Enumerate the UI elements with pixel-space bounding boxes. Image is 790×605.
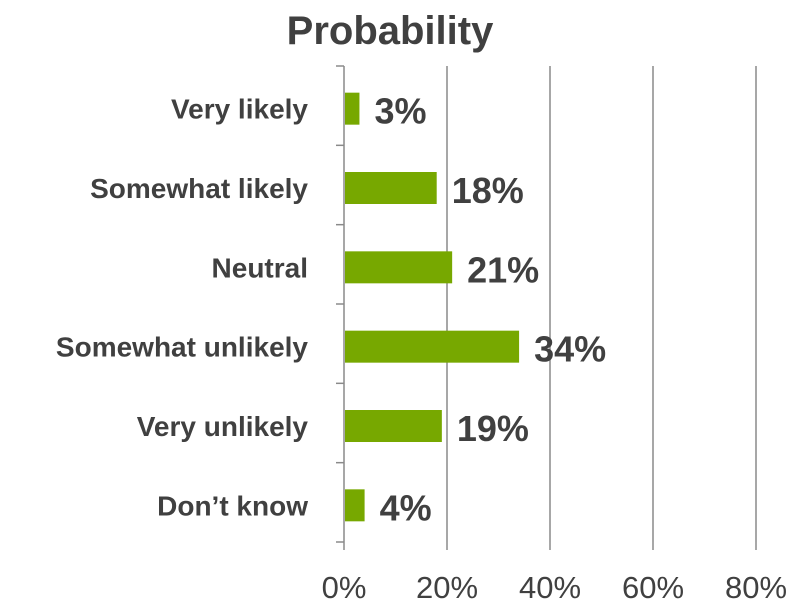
bar-very-unlikely xyxy=(345,410,442,442)
bar-somewhat-likely xyxy=(345,172,437,204)
x-tick-label: 80% xyxy=(725,570,787,605)
x-tick-label: 40% xyxy=(519,570,581,605)
data-label: 34% xyxy=(534,329,606,370)
x-tick-label: 20% xyxy=(416,570,478,605)
x-tick-label: 60% xyxy=(622,570,684,605)
bar-somewhat-unlikely xyxy=(345,330,520,363)
category-label: Somewhat unlikely xyxy=(56,332,308,363)
category-label: Neutral xyxy=(212,252,308,283)
data-label: 18% xyxy=(452,170,524,211)
category-label: Very likely xyxy=(171,94,308,125)
category-label: Somewhat likely xyxy=(90,173,308,204)
data-label: 3% xyxy=(374,91,426,132)
category-label: Don’t know xyxy=(157,490,308,521)
data-label: 21% xyxy=(467,249,539,290)
bar-don-t-know xyxy=(345,489,365,522)
bar-neutral xyxy=(345,251,453,284)
chart-title: Probability xyxy=(287,9,494,53)
x-tick-label: 0% xyxy=(322,570,367,605)
bar-very-likely xyxy=(345,92,360,125)
data-label: 19% xyxy=(457,408,529,449)
category-label: Very unlikely xyxy=(137,411,309,442)
data-label: 4% xyxy=(380,487,432,528)
